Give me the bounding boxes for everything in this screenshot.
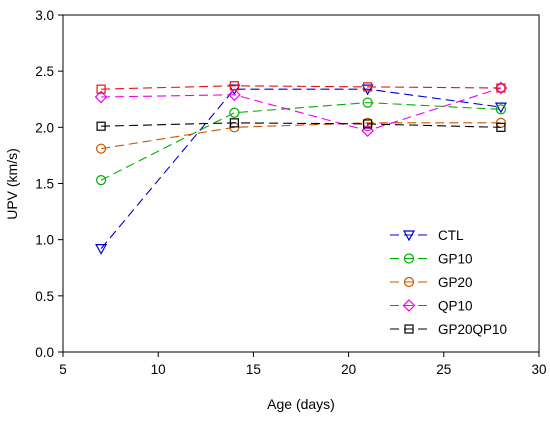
legend-marker [403,253,415,264]
series-line [101,87,502,132]
series-line [100,88,501,250]
x-tick-label: 25 [436,362,451,377]
data-point [228,88,241,102]
data-point [361,84,374,96]
series-gp10 [95,97,507,186]
data-point [496,122,506,132]
data-point [494,102,507,114]
data-point [229,107,240,118]
legend-marker [402,230,416,242]
legend-label: QP10 [438,299,473,314]
y-tick-label: 2.0 [35,120,54,135]
x-axis: 5 10 15 20 25 30 [59,352,547,377]
legend-label: GP20 [438,275,473,290]
y-tick-label: 3.0 [35,8,54,23]
series-line [100,122,501,150]
legend-marker [404,324,414,334]
data-point [495,104,507,115]
y-tick-label: 1.5 [35,177,54,192]
series-line [101,122,501,128]
legend-label: CTL [438,228,464,243]
data-point [96,84,106,94]
legend-label: GP20QP10 [438,322,507,337]
legend-marker [403,276,415,288]
x-axis-title: Age (days) [267,396,335,412]
series-line [101,85,501,90]
data-point [363,119,373,129]
legend-label: GP10 [438,252,473,267]
data-point [95,244,108,255]
data-point [361,124,374,138]
data-point [229,81,239,91]
series-gp20qp10 [96,118,506,132]
series-ctl [95,84,507,255]
series-qp10 [94,81,508,138]
data-point [229,118,239,128]
data-point [362,97,373,108]
data-point [363,82,373,92]
y-tick-label: 1.0 [35,233,54,248]
x-tick-label: 30 [531,362,546,377]
series-layer [94,81,508,255]
data-point [96,121,106,131]
y-tick-label: 0.0 [35,345,54,360]
series-unlabeled [96,81,506,94]
series-line [100,102,501,181]
data-point [496,83,506,93]
data-point [95,175,107,186]
legend-marker [402,299,416,312]
y-axis-title: UPV (km/s) [4,148,20,220]
x-tick-label: 15 [246,362,261,377]
x-tick-label: 10 [151,362,166,377]
y-tick-label: 0.5 [35,289,54,304]
data-point [95,143,107,154]
y-axis: 0.0 0.5 1.0 1.5 2.0 2.5 3.0 [35,8,63,360]
data-point [94,90,108,104]
x-tick-label: 5 [59,362,67,377]
x-tick-label: 20 [341,362,356,377]
y-tick-label: 2.5 [35,64,54,79]
